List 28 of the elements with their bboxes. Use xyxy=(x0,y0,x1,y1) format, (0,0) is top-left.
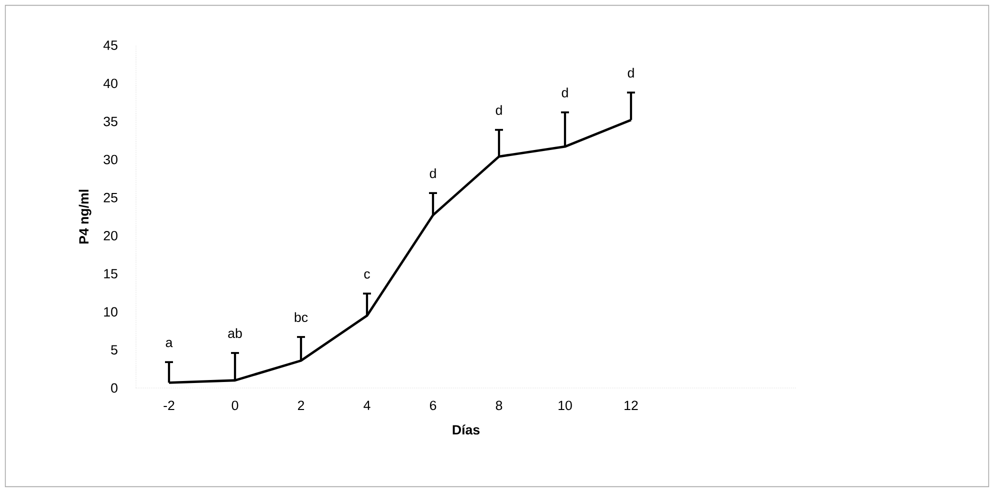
y-tick-label: 45 xyxy=(103,40,118,50)
x-tick-label: -2 xyxy=(164,400,174,410)
annotation: d xyxy=(562,88,568,98)
x-tick-label: 2 xyxy=(298,400,304,410)
y-tick-label: 40 xyxy=(103,78,118,88)
annotation: c xyxy=(364,271,370,279)
x-tick-label: 6 xyxy=(430,400,436,410)
x-tick-label: 0 xyxy=(232,400,238,410)
y-tick-label: 10 xyxy=(104,307,118,317)
annotation: d xyxy=(496,105,502,115)
annotation: d xyxy=(628,68,634,78)
x-axis-title: Días xyxy=(452,424,480,435)
annotation: bc xyxy=(294,312,308,322)
annotation: d xyxy=(430,168,436,178)
x-tick-label: 10 xyxy=(558,400,572,410)
y-tick-label: 35 xyxy=(104,116,118,126)
y-tick-label: 15 xyxy=(104,269,118,278)
x-tick-label: 8 xyxy=(496,400,502,410)
x-tick-label: 4 xyxy=(364,400,370,410)
annotation: ab xyxy=(228,328,242,338)
y-tick-label: 5 xyxy=(111,345,118,355)
y-tick-label: 30 xyxy=(104,154,118,164)
y-tick-label: 25 xyxy=(104,192,118,202)
y-axis-title: P4 ng/ml xyxy=(78,190,92,244)
x-tick-label: 12 xyxy=(624,400,638,410)
y-tick-label: 20 xyxy=(104,230,118,240)
annotation: a xyxy=(166,340,173,348)
y-tick-label: 0 xyxy=(111,383,118,393)
